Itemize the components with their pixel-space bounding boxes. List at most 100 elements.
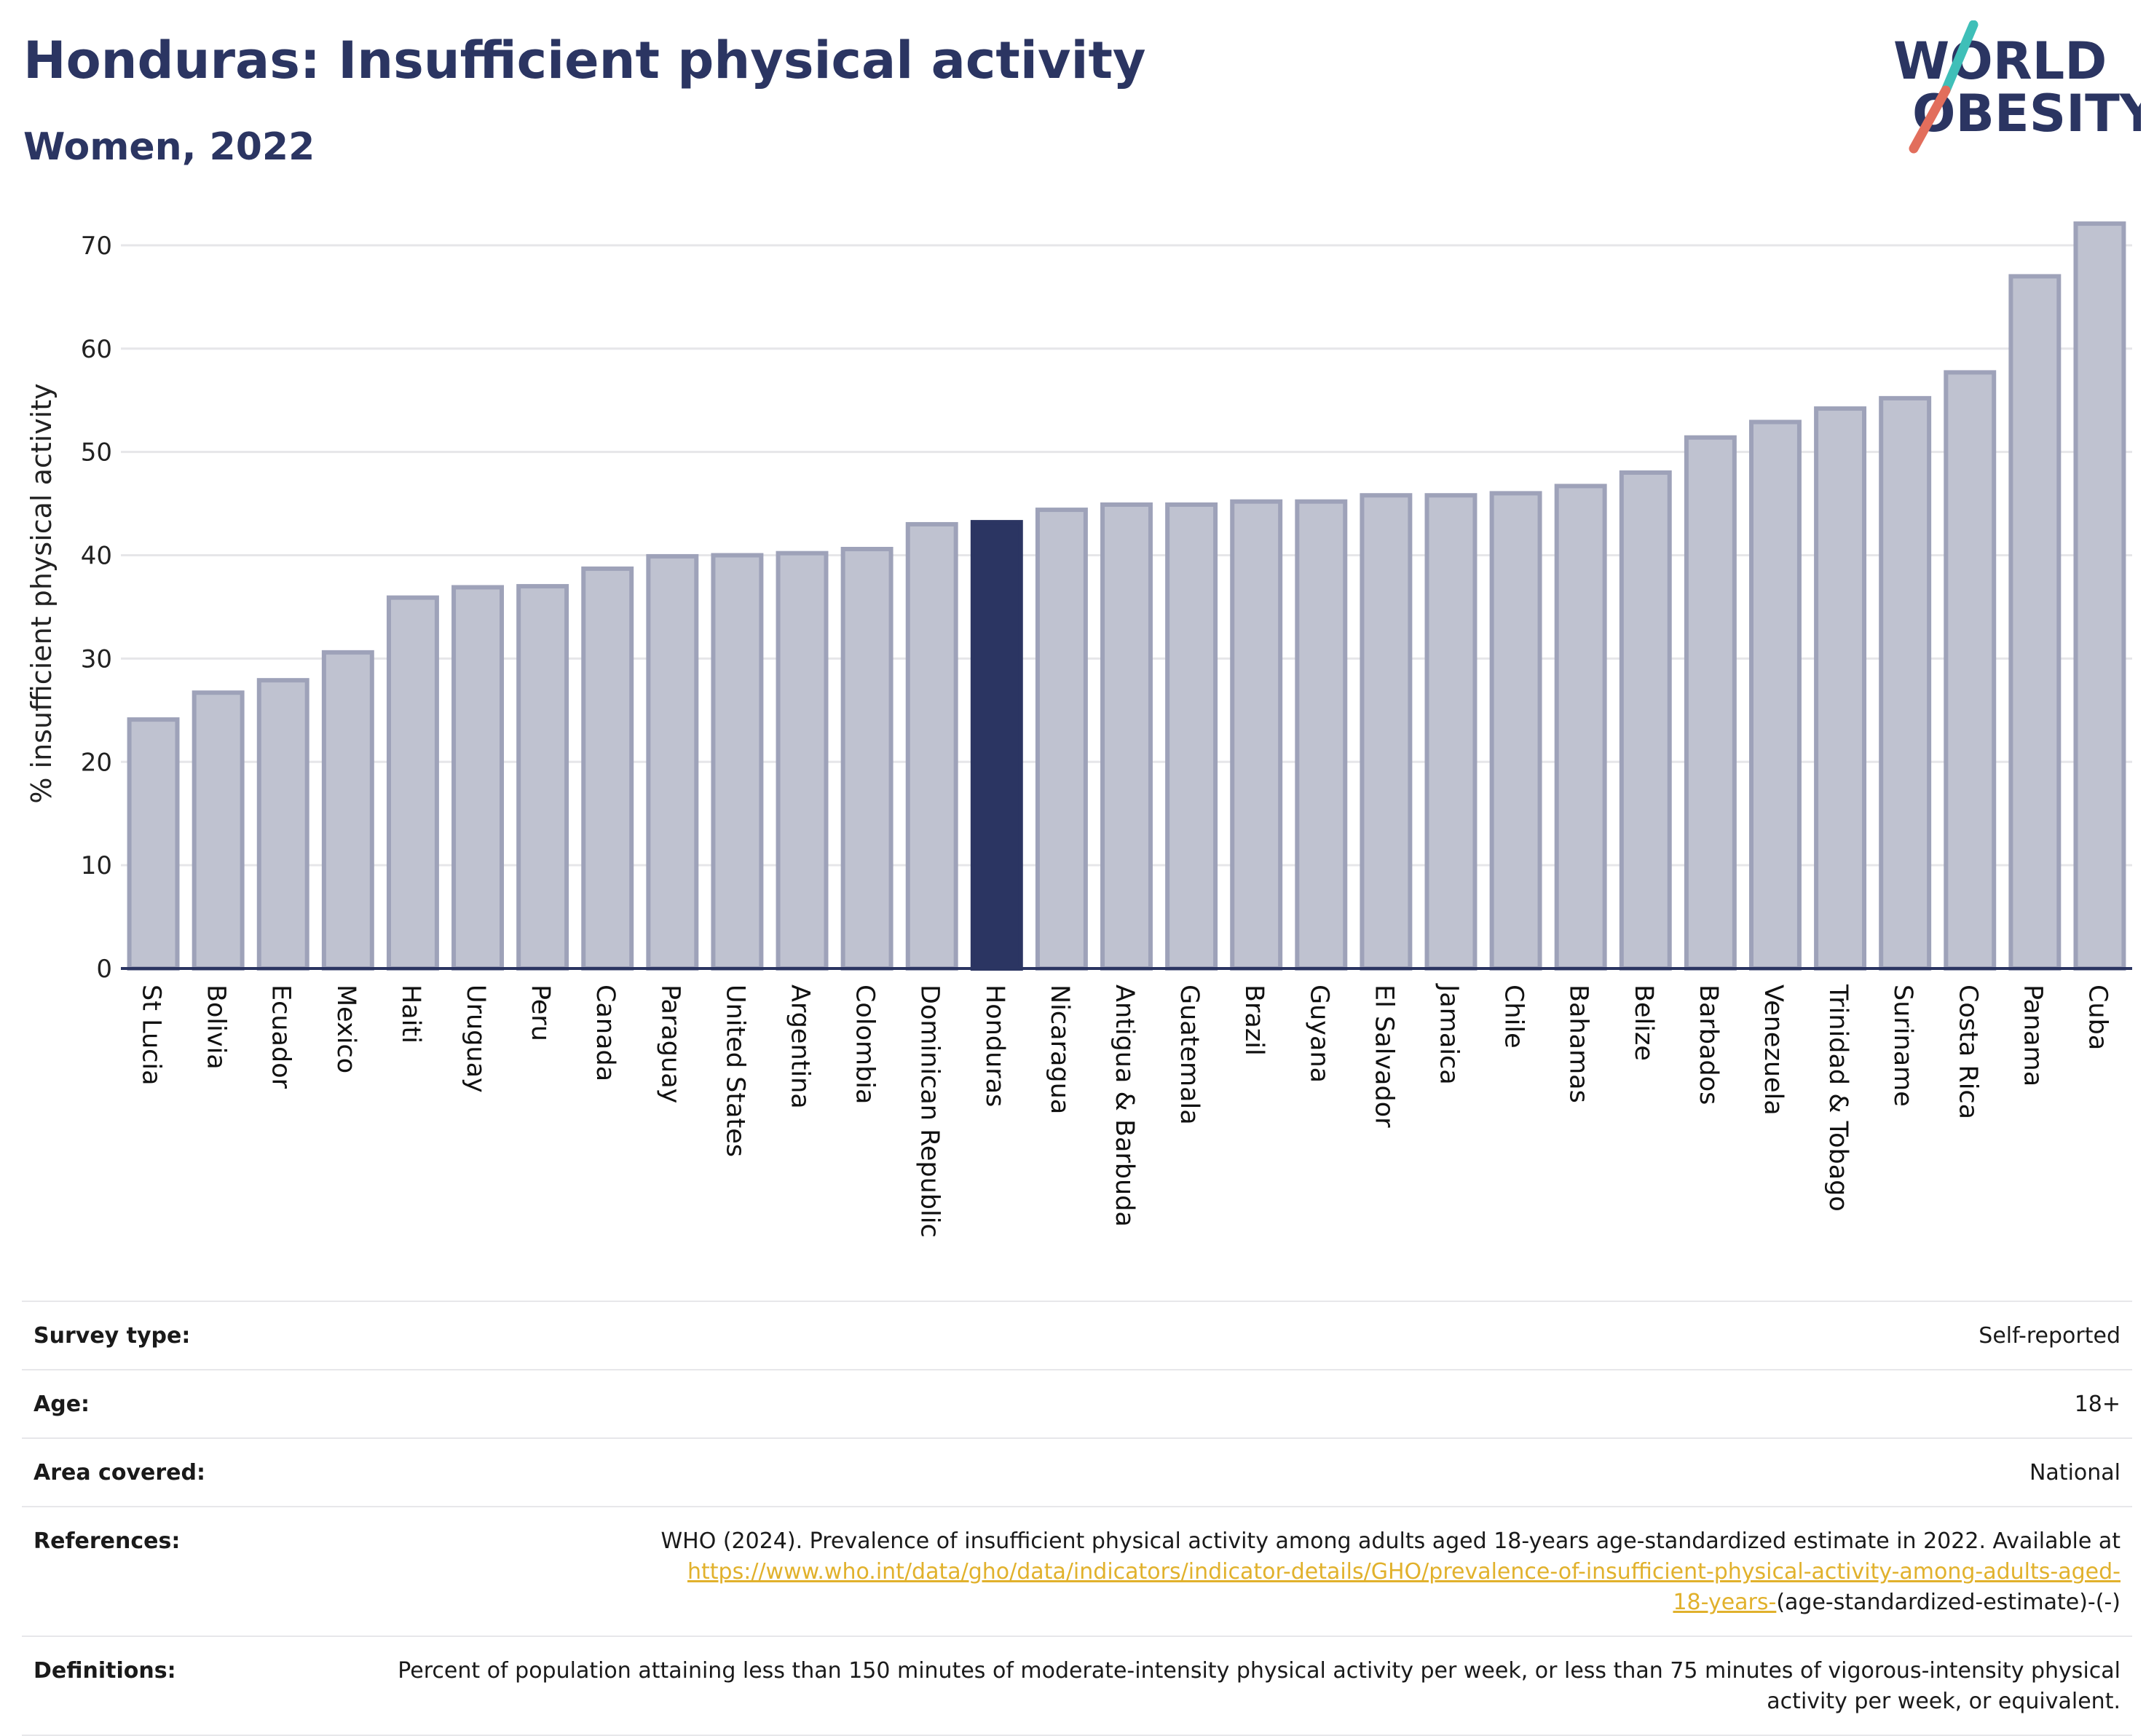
x-tick-label: El Salvador (1369, 985, 1398, 1128)
references-link[interactable]: https://www.who.int/data/gho/data/indica… (687, 1559, 2121, 1615)
x-tick-label: Uruguay (461, 985, 490, 1093)
bar (127, 717, 180, 971)
y-tick-label: 10 (81, 851, 112, 880)
age-label: Age: (22, 1369, 307, 1438)
x-tick-label: Panama (2018, 985, 2047, 1086)
survey-type-value: Self-reported (307, 1301, 2132, 1370)
x-tick-label: Honduras (980, 985, 1009, 1107)
x-tick-label: Argentina (786, 985, 815, 1109)
x-tick-label: Mexico (331, 985, 360, 1073)
bar (1684, 435, 1737, 971)
bar (1295, 499, 1348, 971)
page-subtitle: Women, 2022 (23, 125, 315, 169)
x-tick-label: Nicaragua (1045, 985, 1074, 1114)
y-tick-label: 40 (81, 542, 112, 571)
x-tick-label: Venezuela (1759, 985, 1788, 1116)
references-row: References: WHO (2024). Prevalence of in… (22, 1506, 2132, 1636)
bar (1424, 493, 1478, 971)
references-link-line1: https://www.who.int/data/gho/data/indica… (687, 1559, 2121, 1585)
bar (1619, 470, 1672, 971)
y-tick-label: 0 (96, 955, 112, 984)
x-tick-label: Suriname (1888, 985, 1917, 1107)
bar (1879, 395, 1932, 971)
bar (581, 566, 634, 971)
y-tick-label: 20 (81, 748, 112, 777)
bar (1100, 502, 1153, 971)
bar (1554, 484, 1607, 971)
y-axis-label: % insufficient physical activity (25, 383, 58, 803)
x-tick-label: Bahamas (1564, 985, 1593, 1103)
x-tick-label: Dominican Republic (915, 985, 944, 1238)
x-tick-label: Colombia (851, 985, 880, 1104)
bar (1944, 370, 1997, 971)
bar (2008, 274, 2062, 971)
bar (516, 584, 569, 971)
x-tick-label: Guyana (1304, 985, 1333, 1083)
bar (2073, 221, 2126, 971)
bar (970, 520, 1023, 971)
bar (1489, 491, 1542, 971)
logo-text-besity: BESITY (1956, 84, 2141, 143)
x-tick-label: Cuba (2083, 985, 2112, 1050)
references-link-line2: 18-years- (1673, 1590, 1777, 1615)
info-table: Survey type: Self-reported Age: 18+ Area… (22, 1301, 2132, 1736)
bar (256, 678, 309, 971)
x-tick-label: Peru (526, 985, 555, 1041)
bar (905, 521, 958, 971)
bar (840, 546, 893, 971)
bar (1814, 406, 1867, 971)
x-tick-label: Paraguay (655, 985, 685, 1103)
x-tick-label: United States (720, 985, 749, 1157)
x-tick-label: Belize (1629, 985, 1658, 1061)
x-tick-label: Jamaica (1434, 983, 1463, 1085)
world-obesity-logo: WORLD OBESITY (1893, 20, 2141, 154)
x-tick-label: Canada (591, 985, 620, 1081)
bar (192, 690, 245, 971)
definitions-value: Percent of population attaining less tha… (307, 1636, 2132, 1736)
bar (1360, 493, 1413, 971)
x-tick-label: Trinidad & Tobago (1823, 984, 1853, 1212)
x-tick-label: Costa Rica (1953, 985, 1982, 1119)
logo-slash-coral (1909, 85, 1951, 154)
y-tick-label: 60 (81, 335, 112, 364)
x-tick-label: Antigua & Barbuda (1110, 985, 1139, 1227)
page-title: Honduras: Insufficient physical activity (23, 31, 1146, 90)
x-tick-label: Guatemala (1175, 985, 1204, 1125)
logo-text-w: W (1893, 31, 1949, 91)
bar (1165, 502, 1218, 971)
x-tick-label: Barbados (1694, 985, 1723, 1105)
age-row: Age: 18+ (22, 1369, 2132, 1438)
x-tick-label: Chile (1499, 985, 1528, 1049)
references-label: References: (22, 1506, 307, 1636)
bar (1230, 499, 1283, 971)
y-tick-label: 70 (81, 232, 112, 261)
bar (386, 595, 439, 971)
references-value: WHO (2024). Prevalence of insufficient p… (307, 1506, 2132, 1636)
logo-slash-teal (1941, 20, 1979, 95)
definitions-row: Definitions: Percent of population attai… (22, 1636, 2132, 1736)
bar (1749, 419, 1802, 971)
y-tick-label: 50 (81, 438, 112, 467)
age-value: 18+ (307, 1369, 2132, 1438)
x-tick-label: Haiti (396, 985, 425, 1043)
area-value: National (307, 1437, 2132, 1507)
x-tick-label: Bolivia (202, 985, 231, 1070)
references-text: WHO (2024). Prevalence of insufficient p… (660, 1528, 2121, 1554)
logo-text-rld: RLD (1993, 31, 2107, 91)
bar (451, 585, 504, 971)
definitions-label: Definitions: (22, 1636, 307, 1736)
bar (711, 553, 764, 971)
bar (1035, 508, 1088, 971)
area-row: Area covered: National (22, 1437, 2132, 1507)
survey-type-label: Survey type: (22, 1301, 307, 1370)
survey-type-row: Survey type: Self-reported (22, 1301, 2132, 1370)
bar (321, 650, 374, 971)
x-tick-label: Brazil (1239, 985, 1269, 1056)
bar-chart: 0 10 20 30 40 50 60 70 % insufficient physical a… (25, 221, 2132, 1238)
area-label: Area covered: (22, 1437, 307, 1507)
x-tick-label: Ecuador (267, 985, 296, 1089)
y-tick-label: 30 (81, 644, 112, 674)
references-tail: (age-standardized-estimate)-(-) (1776, 1590, 2121, 1615)
bar (776, 551, 829, 971)
x-tick-label: St Lucia (137, 985, 166, 1086)
